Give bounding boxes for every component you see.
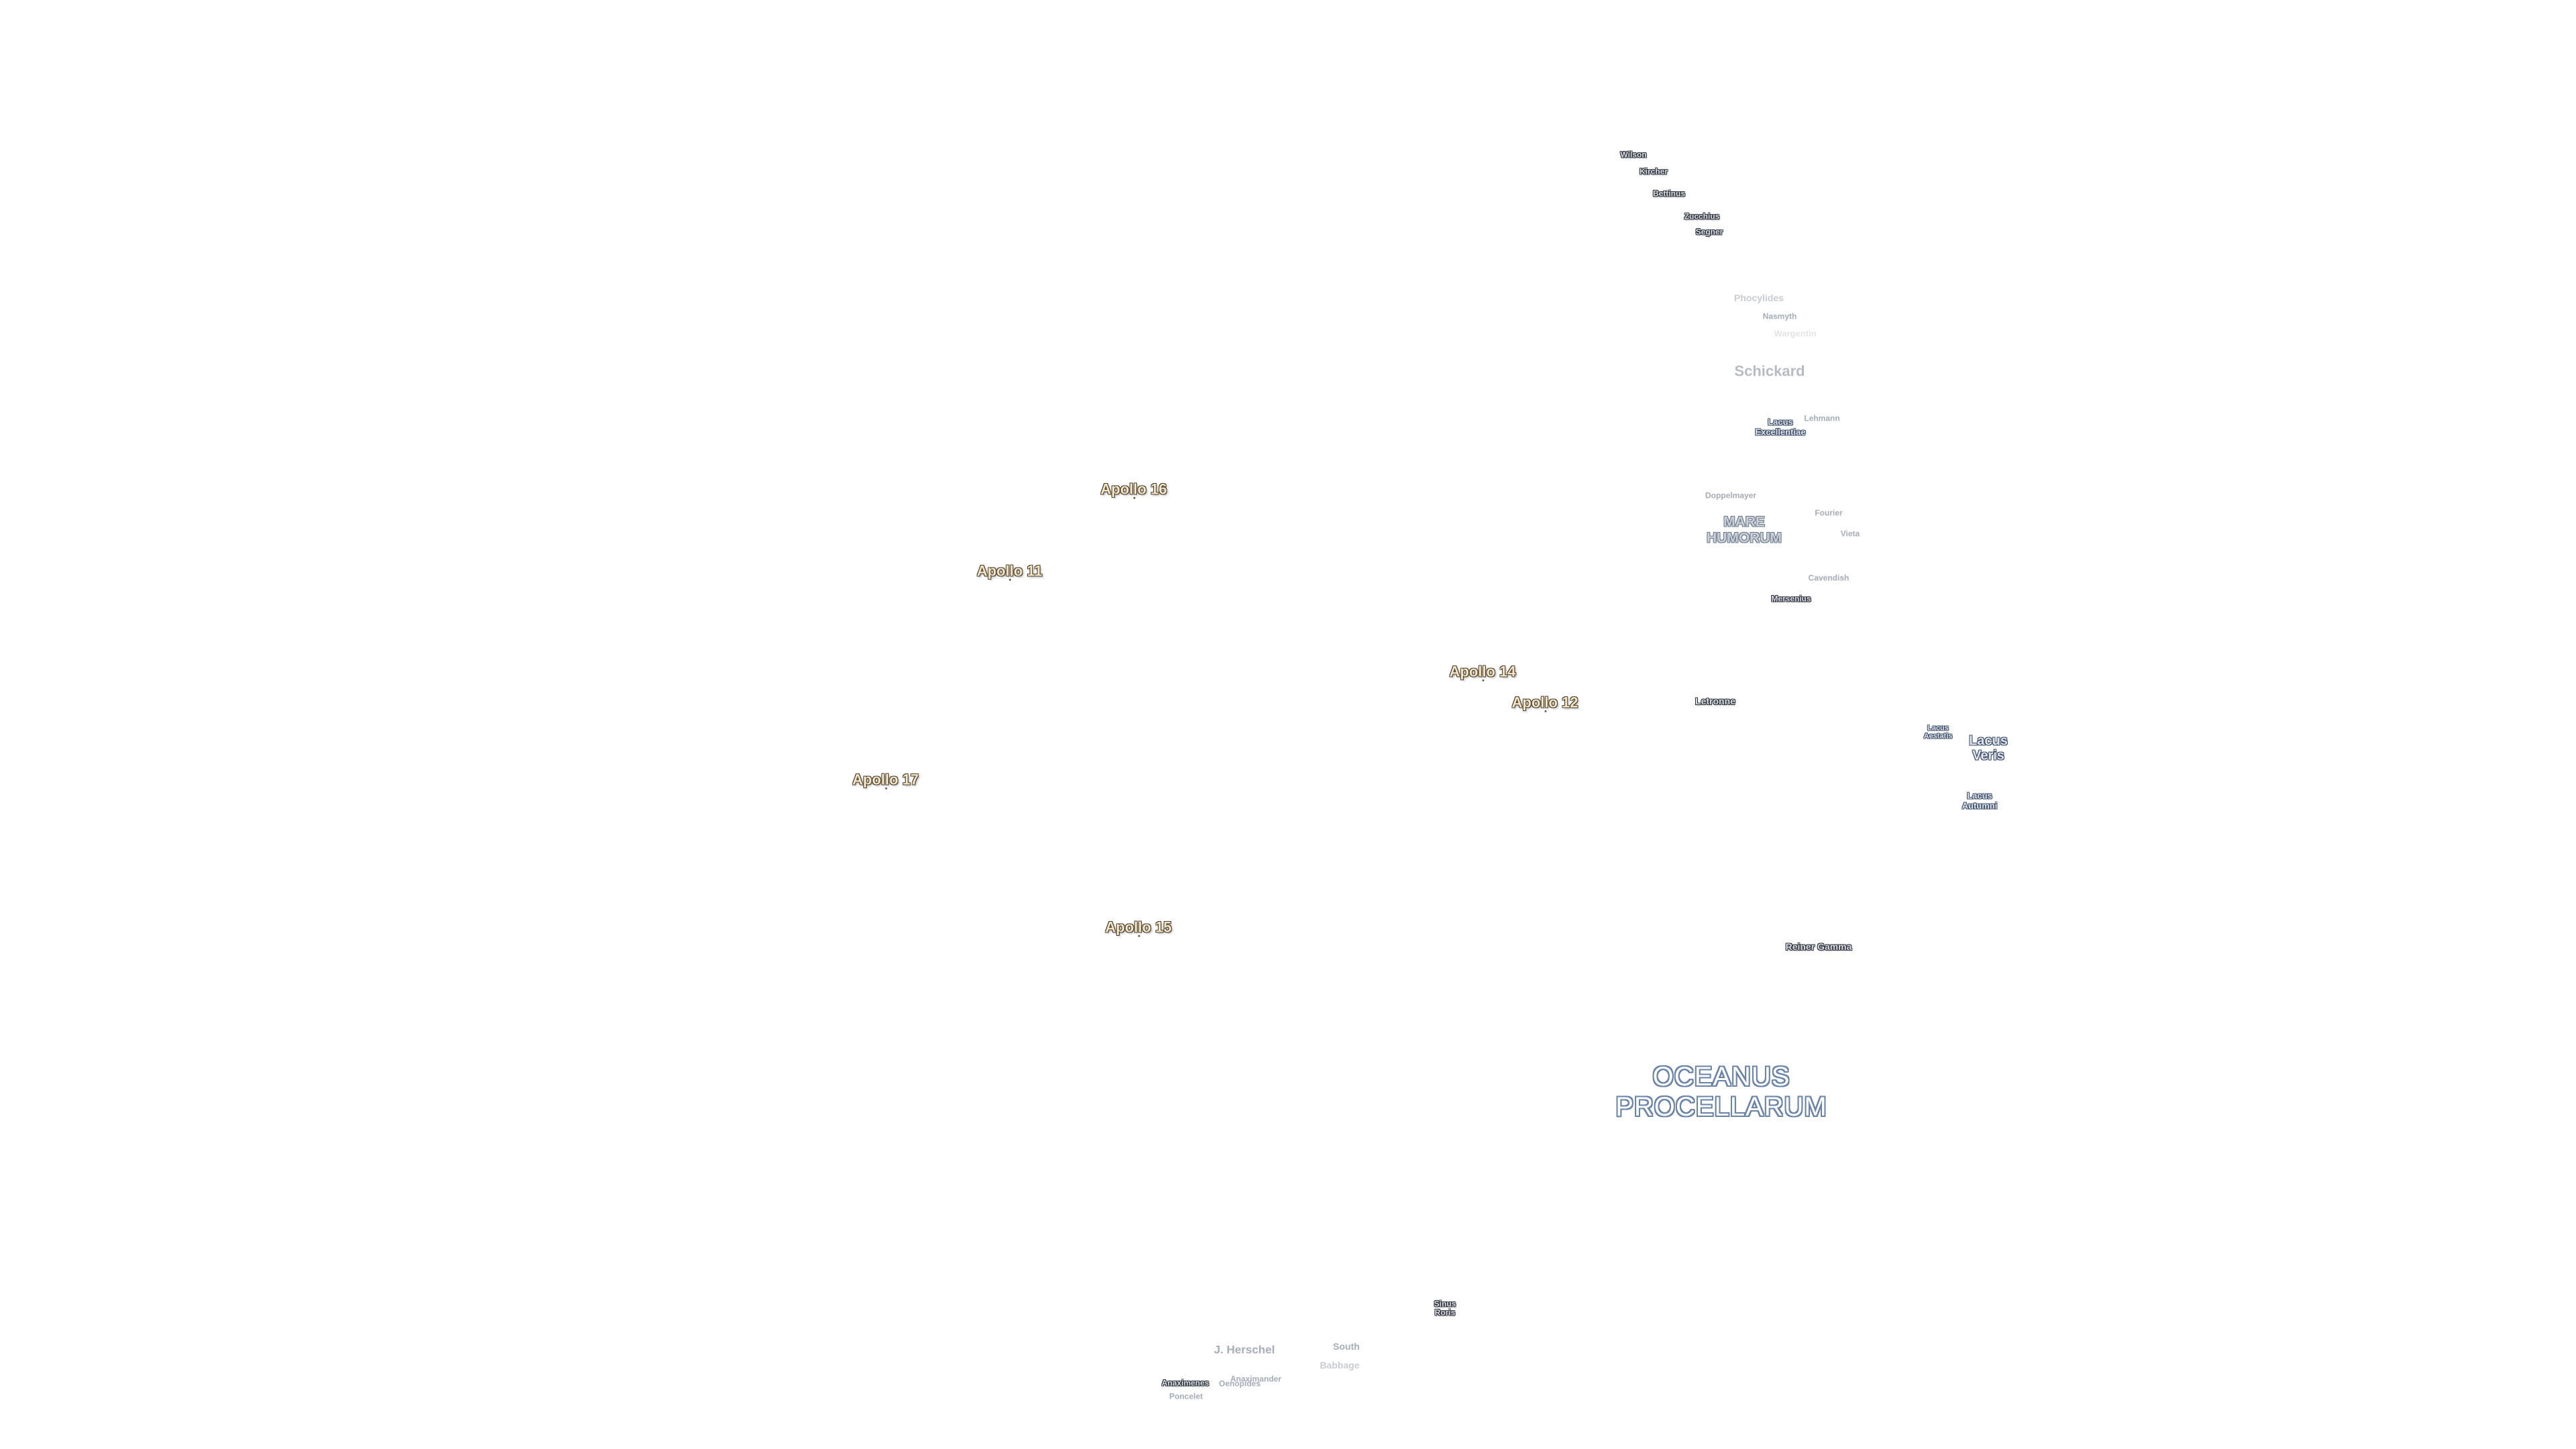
crater-schickard-text: Schickard — [1734, 362, 1805, 380]
crater-zucchius[interactable]: Zucchius — [1684, 211, 1720, 221]
crater-poncelet-text: Poncelet — [1169, 1391, 1203, 1401]
apollo-12-marker — [1544, 710, 1546, 712]
crater-j-herschel[interactable]: J. Herschel — [1214, 1343, 1275, 1356]
crater-bettinus[interactable]: Bettinus — [1653, 189, 1685, 198]
crater-anaximenes[interactable]: Anaximenes — [1161, 1378, 1210, 1388]
crater-letronne[interactable]: Letronne — [1695, 696, 1735, 707]
apollo-15-marker — [1137, 934, 1140, 937]
apollo-11-marker — [1008, 578, 1011, 581]
crater-babbage[interactable]: Babbage — [1320, 1360, 1359, 1371]
apollo-15-text: Apollo 15 — [1105, 918, 1172, 936]
sinus-roris-line2: Roris — [1434, 1308, 1456, 1318]
lacus-aestatis-line1: Lacus — [1927, 724, 1949, 733]
crater-oenopides[interactable]: Oenopides — [1219, 1379, 1260, 1388]
crater-anaximander[interactable]: Anaximander — [1230, 1374, 1282, 1384]
apollo-14-text: Apollo 14 — [1449, 663, 1516, 680]
apollo-14-marker — [1481, 679, 1484, 682]
crater-bettinus-text: Bettinus — [1653, 189, 1685, 199]
crater-segner-text: Segner — [1695, 227, 1723, 237]
crater-vieta-text: Vieta — [1840, 529, 1860, 539]
apollo-17-label[interactable]: Apollo 17 — [852, 771, 919, 790]
lacus-autumni-line1: Lacus — [1967, 790, 1992, 801]
crater-kircher-text: Kircher — [1639, 166, 1668, 176]
lacus-autumni[interactable]: Lacus Autumni — [1962, 791, 1998, 810]
crater-oenopides-text: Oenopides — [1218, 1379, 1261, 1389]
crater-wargentin[interactable]: Wargentin — [1774, 329, 1816, 339]
apollo-16-label[interactable]: Apollo 16 — [1100, 480, 1167, 499]
apollo-15-label[interactable]: Apollo 15 — [1105, 918, 1172, 937]
crater-wargentin-text: Wargentin — [1774, 328, 1817, 339]
crater-fourier[interactable]: Fourier — [1815, 508, 1842, 517]
mare-humorum[interactable]: MARE HUMORUM — [1707, 514, 1782, 545]
apollo-11-text: Apollo 11 — [977, 562, 1042, 580]
crater-phocylides[interactable]: Phocylides — [1734, 292, 1784, 304]
crater-schickard[interactable]: Schickard — [1734, 362, 1805, 380]
mare-humorum-line2: HUMORUM — [1707, 530, 1782, 545]
crater-doppelmayer-text: Doppelmayer — [1705, 490, 1757, 500]
crater-mersenius[interactable]: Mersenius — [1771, 594, 1811, 603]
crater-cavendish[interactable]: Cavendish — [1808, 573, 1849, 583]
mare-humorum-line1: MARE — [1723, 514, 1765, 530]
lacus-excellentiae-line2: Excellentiae — [1755, 427, 1806, 437]
crater-doppelmayer[interactable]: Doppelmayer — [1705, 490, 1757, 500]
sinus-roris-line1: Sinus — [1434, 1299, 1456, 1309]
crater-j-herschel-text: J. Herschel — [1214, 1343, 1275, 1356]
oceanus-procellarum-line2: PROCELLARUM — [1615, 1092, 1827, 1122]
apollo-17-text: Apollo 17 — [852, 771, 919, 788]
lacus-excellentiae-line1: Lacus — [1768, 417, 1793, 427]
crater-south-text: South — [1333, 1341, 1360, 1352]
crater-wilson-text: Wilson — [1620, 150, 1647, 160]
crater-phocylides-text: Phocylides — [1734, 292, 1784, 304]
feature-reiner-gamma[interactable]: Reiner Gamma — [1785, 941, 1852, 953]
crater-nasmyth-text: Nasmyth — [1762, 311, 1797, 321]
crater-south[interactable]: South — [1333, 1341, 1360, 1352]
crater-segner[interactable]: Segner — [1696, 227, 1723, 236]
crater-kircher[interactable]: Kircher — [1639, 166, 1668, 176]
crater-lehmann[interactable]: Lehmann — [1804, 413, 1840, 423]
lacus-excellentiae[interactable]: Lacus Excellentiae — [1755, 417, 1805, 437]
apollo-16-text: Apollo 16 — [1100, 480, 1167, 498]
apollo-16-marker — [1132, 496, 1135, 499]
crater-anaximander-text: Anaximander — [1230, 1374, 1282, 1384]
crater-zucchius-text: Zucchius — [1684, 211, 1720, 221]
lacus-autumni-line2: Autumni — [1962, 800, 1998, 810]
apollo-17-marker — [884, 787, 887, 790]
lacus-veris-line2: Veris — [1972, 749, 2004, 763]
crater-fourier-text: Fourier — [1815, 508, 1843, 518]
crater-nasmyth[interactable]: Nasmyth — [1762, 311, 1797, 321]
apollo-11-label[interactable]: Apollo 11 — [977, 562, 1042, 581]
apollo-14-label[interactable]: Apollo 14 — [1449, 663, 1516, 682]
sinus-roris[interactable]: Sinus Roris — [1434, 1299, 1456, 1318]
crater-wilson[interactable]: Wilson — [1620, 150, 1646, 159]
crater-babbage-text: Babbage — [1320, 1360, 1360, 1371]
crater-cavendish-text: Cavendish — [1808, 573, 1849, 583]
lacus-aestatis[interactable]: Lacus Aestatis — [1924, 724, 1953, 741]
crater-poncelet[interactable]: Poncelet — [1169, 1391, 1203, 1401]
apollo-12-text: Apollo 12 — [1511, 694, 1578, 711]
crater-anaximenes-text: Anaximenes — [1161, 1378, 1210, 1388]
lacus-veris-line1: Lacus — [1969, 733, 2008, 749]
crater-lehmann-text: Lehmann — [1804, 413, 1840, 423]
apollo-12-label[interactable]: Apollo 12 — [1511, 694, 1578, 712]
lacus-aestatis-line2: Aestatis — [1923, 733, 1953, 741]
oceanus-procellarum[interactable]: OCEANUS PROCELLARUM — [1615, 1062, 1827, 1122]
feature-reiner-gamma-text: Reiner Gamma — [1785, 941, 1852, 953]
lacus-veris[interactable]: Lacus Veris — [1969, 734, 2008, 764]
oceanus-procellarum-line1: OCEANUS — [1652, 1062, 1790, 1092]
crater-mersenius-text: Mersenius — [1771, 594, 1811, 604]
crater-vieta[interactable]: Vieta — [1841, 529, 1860, 538]
crater-letronne-text: Letronne — [1695, 696, 1735, 707]
